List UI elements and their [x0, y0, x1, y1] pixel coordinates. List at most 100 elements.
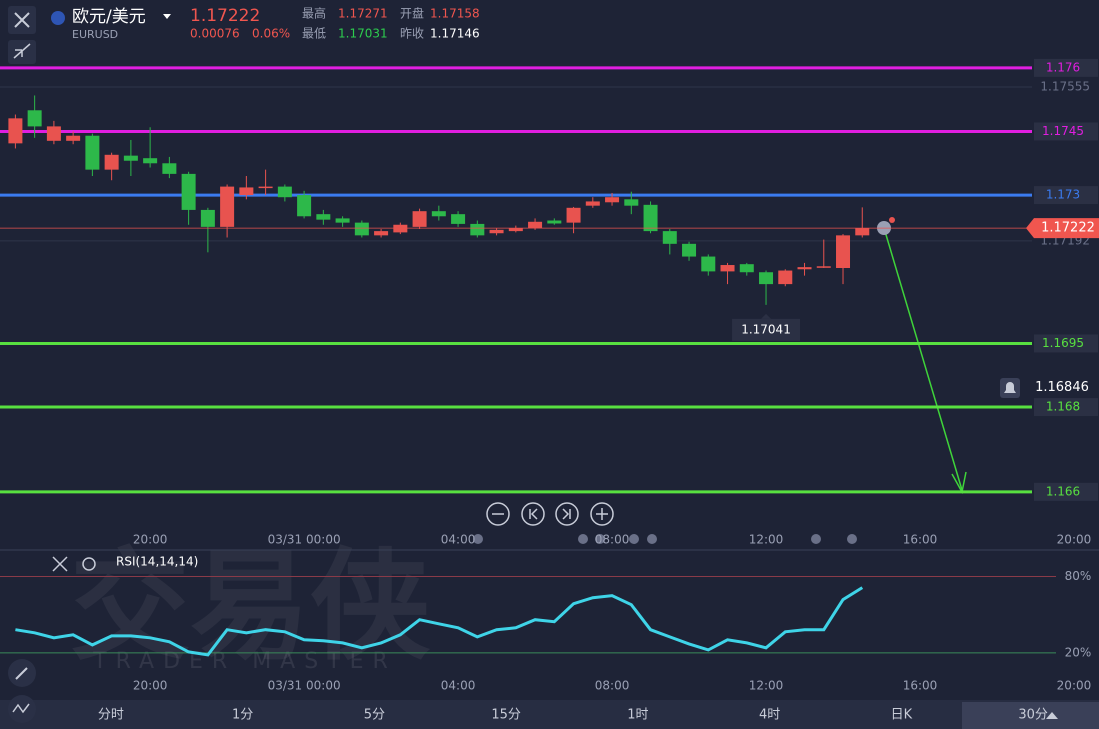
candle-body	[297, 195, 312, 217]
pair-dropdown[interactable]	[163, 14, 171, 19]
level-tag	[1034, 186, 1098, 205]
stat-value: 1.17031	[338, 27, 388, 41]
level-tag	[1034, 58, 1098, 77]
candle-body	[66, 135, 81, 141]
low-tag	[732, 318, 801, 341]
prev[interactable]	[521, 502, 545, 526]
timeframe-tab[interactable]: 4时	[759, 708, 780, 723]
y-tick-label: 1.17555	[1040, 79, 1090, 93]
candle-body	[27, 110, 42, 127]
candle-body	[797, 267, 812, 270]
timeframe-tab[interactable]: 1分	[232, 708, 253, 723]
candle-body	[720, 265, 735, 272]
candle-body	[412, 211, 427, 227]
stat-label: 最低	[302, 27, 326, 41]
event-dot[interactable]	[578, 534, 588, 544]
zoom-in[interactable]	[590, 502, 614, 526]
candle-body	[836, 235, 851, 268]
x-tick-label: 20:00	[1057, 533, 1092, 547]
zoom-out[interactable]	[486, 502, 510, 526]
stat-value: 1.17271	[338, 7, 388, 21]
timeframe-tab[interactable]: 1时	[627, 708, 648, 723]
rsi-line	[15, 586, 864, 657]
stat-label: 最高	[302, 6, 326, 21]
candle-body	[624, 199, 639, 206]
timeframe-tab[interactable]: 分时	[98, 708, 124, 723]
candle-body	[239, 187, 254, 196]
candle-body	[662, 231, 677, 244]
low-label: 1.17041	[741, 322, 791, 336]
level-label: 1.176	[1046, 60, 1080, 74]
pair-name[interactable]: 欧元/美元	[72, 7, 146, 27]
candle-body	[855, 228, 870, 236]
rsi-close[interactable]	[52, 556, 68, 572]
rsi-settings[interactable]	[82, 557, 96, 571]
event-dot[interactable]	[811, 534, 821, 544]
low-tag-pointer	[761, 313, 772, 319]
next[interactable]	[555, 502, 579, 526]
close-icon	[14, 12, 30, 28]
candle-body	[431, 211, 446, 217]
candle-body	[547, 220, 562, 224]
icon	[12, 703, 30, 714]
timeframe-tab[interactable]: 15分	[491, 708, 521, 723]
info-dot	[889, 217, 895, 223]
level-label: 1.166	[1046, 484, 1080, 498]
candle-body	[701, 256, 716, 272]
indicator-tool[interactable]	[8, 695, 36, 723]
x-tick-label: 04:00	[441, 679, 476, 693]
candle-body	[585, 201, 600, 206]
candle-body	[566, 207, 581, 223]
level-label: 1.1695	[1042, 336, 1084, 350]
x-tick-label: 20:00	[1057, 679, 1092, 693]
event-dot[interactable]	[847, 534, 857, 544]
symbol: EURUSD	[72, 28, 118, 41]
candle-body	[220, 186, 235, 227]
x-tick-label: 16:00	[903, 533, 938, 547]
last-price-label: 1.17222	[1041, 221, 1095, 236]
icon	[562, 508, 571, 520]
event-dot[interactable]	[473, 534, 483, 544]
timeframe-tab[interactable]: 5分	[364, 708, 385, 723]
stat-value: 1.17146	[430, 27, 480, 41]
rsi-title: RSI(14,14,14)	[116, 555, 198, 569]
candle-body	[816, 266, 831, 268]
x-tick-label: 03/31 00:00	[268, 679, 341, 693]
candle-body	[354, 222, 369, 236]
x-tick-label: 12:00	[749, 679, 784, 693]
event-dot[interactable]	[647, 534, 657, 544]
alert-label: 1.16846	[1035, 380, 1089, 395]
x-tick-label: 08:00	[595, 679, 630, 693]
bell-icon	[1004, 382, 1016, 393]
x-tick-label: 20:00	[133, 533, 168, 547]
x-tick-label: 08:00	[595, 533, 630, 547]
x-tick-label: 12:00	[749, 533, 784, 547]
x-tick-label: 04:00	[441, 533, 476, 547]
icon	[596, 508, 608, 520]
timeframe-tab[interactable]: 日K	[891, 708, 913, 723]
tab-arrow	[1046, 712, 1058, 719]
candle-body	[200, 209, 215, 227]
flag-icon	[51, 11, 65, 25]
candle-body	[85, 135, 100, 170]
level-tag	[1034, 122, 1098, 141]
candle-body	[489, 229, 504, 234]
candle-body	[258, 186, 273, 189]
alert-bell[interactable]	[1000, 378, 1020, 398]
candle-body	[605, 197, 620, 203]
event-dot[interactable]	[629, 534, 639, 544]
event-dot[interactable]	[595, 534, 605, 544]
level-label: 1.173	[1046, 188, 1080, 202]
candle-body	[508, 228, 523, 232]
tab-bar	[0, 700, 1099, 729]
candle-body	[46, 126, 61, 141]
candle-body	[374, 231, 389, 236]
candle-body	[759, 272, 774, 285]
x-tick-label: 20:00	[133, 679, 168, 693]
candle-body	[739, 264, 754, 273]
nav-buttons	[486, 502, 614, 526]
event-dots	[473, 534, 857, 544]
timeframe-tab[interactable]: 30分	[1018, 708, 1048, 723]
